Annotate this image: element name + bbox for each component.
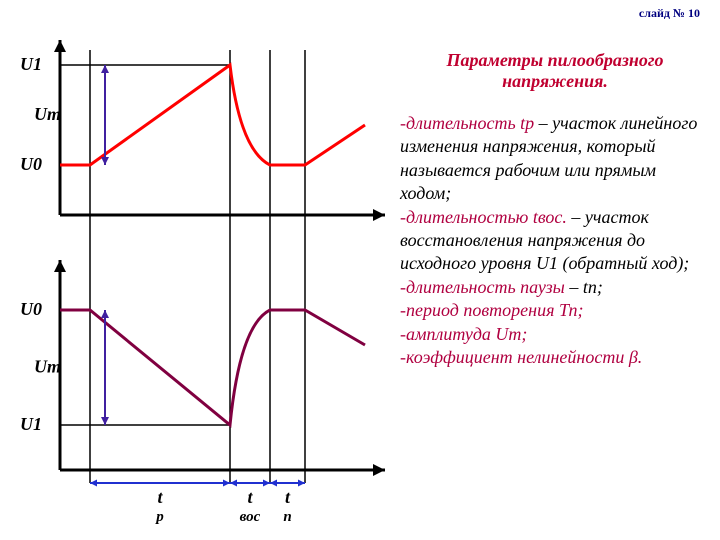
param-lead: -длительность tр: [400, 113, 534, 133]
svg-text:t: t: [247, 487, 253, 507]
param-lead: -длительностью tвос.: [400, 207, 567, 227]
svg-text:Um: Um: [34, 357, 61, 377]
param-line: -коэффициент нелинейности β.: [400, 346, 710, 369]
param-line: -длительность tр – участок линейного изм…: [400, 112, 710, 206]
param-line: -длительность паузы – tп;: [400, 276, 710, 299]
param-line: -амплитуда Um;: [400, 323, 710, 346]
text-area: Параметры пилообразного напряжения. -дли…: [400, 50, 710, 369]
svg-text:вос: вос: [240, 509, 261, 525]
svg-text:Um: Um: [34, 104, 61, 124]
params-list: -длительность tр – участок линейного изм…: [400, 112, 710, 369]
param-line: -период повторения Тп;: [400, 299, 710, 322]
param-line: -длительностью tвос. – участок восстанов…: [400, 206, 710, 276]
svg-text:р: р: [154, 509, 164, 525]
param-lead: -период повторения Тп;: [400, 300, 584, 320]
svg-text:U0: U0: [20, 299, 42, 319]
slide-number: слайд № 10: [639, 6, 700, 21]
svg-text:t: t: [157, 487, 163, 507]
diagram: U1U0UmU0U1Umtрtвосtп: [10, 30, 390, 530]
param-lead: -коэффициент нелинейности β.: [400, 347, 642, 367]
svg-text:t: t: [285, 487, 291, 507]
svg-text:U1: U1: [20, 54, 42, 74]
diagram-svg: U1U0UmU0U1Umtрtвосtп: [10, 30, 390, 530]
param-lead: -амплитуда Um;: [400, 324, 527, 344]
svg-text:U0: U0: [20, 154, 42, 174]
svg-text:U1: U1: [20, 414, 42, 434]
param-lead: -длительность паузы: [400, 277, 565, 297]
svg-text:п: п: [283, 509, 291, 525]
title: Параметры пилообразного напряжения.: [400, 50, 710, 92]
param-rest: – tп;: [565, 277, 603, 297]
